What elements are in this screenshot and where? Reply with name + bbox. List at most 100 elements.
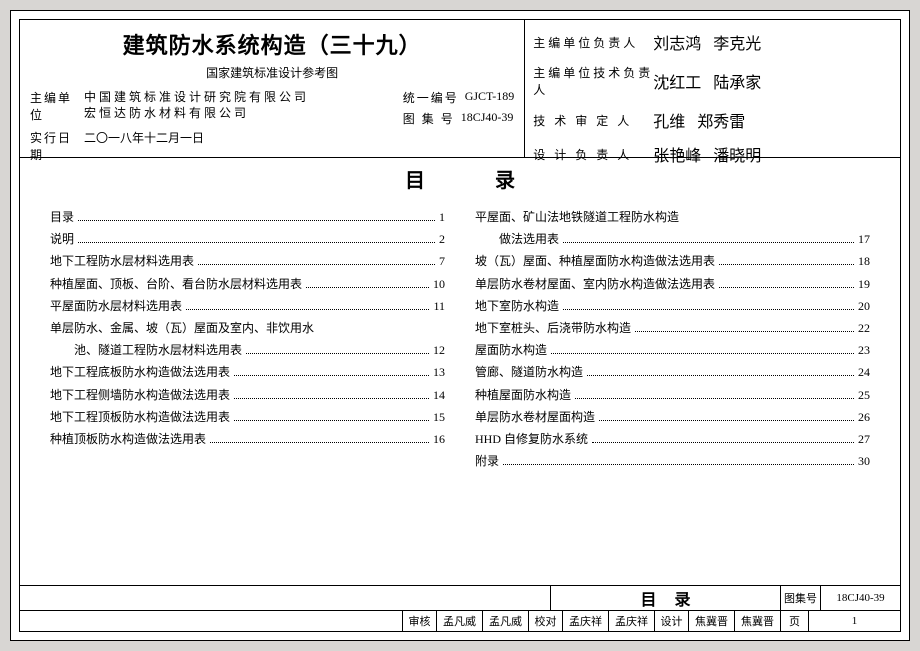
codes: 统一编号 GJCT-189 图 集 号 18CJ40-39 [403, 89, 515, 127]
toc-page: 15 [433, 406, 445, 428]
toc-entry: 单层防水、金属、坡（瓦）屋面及室内、非饮用水 [50, 317, 445, 339]
fb-value: 孟凡威 [436, 611, 482, 631]
toc-page: 27 [858, 428, 870, 450]
toc-leader [551, 353, 854, 354]
signature: 孔维 [653, 108, 685, 132]
footer-top: 目录 图集号 18CJ40-39 [20, 586, 900, 611]
toc-page: 23 [858, 339, 870, 361]
toc-entry: 地下工程顶板防水构造做法选用表15 [50, 406, 445, 428]
toc-page: 16 [433, 428, 445, 450]
toc-col-left: 目录1说明2地下工程防水层材料选用表7种植屋面、顶板、台阶、看台防水层材料选用表… [50, 166, 445, 581]
sign-row: 技 术 审 定 人 孔维 郑秀雷 [533, 108, 892, 132]
toc-leader [234, 375, 429, 376]
toc-leader [599, 420, 854, 421]
toc-page: 12 [433, 339, 445, 361]
code1-label: 统一编号 [403, 89, 459, 106]
toc-entry: 种植顶板防水构造做法选用表16 [50, 428, 445, 450]
toc-text: 平屋面、矿山法地铁隧道工程防水构造 [475, 206, 679, 228]
toc-text: 地下工程侧墙防水构造做法选用表 [50, 384, 230, 406]
toc-entry: 做法选用表17 [475, 228, 870, 250]
toc: 目录 目录1说明2地下工程防水层材料选用表7种植屋面、顶板、台阶、看台防水层材料… [20, 158, 900, 585]
footer-mulu: 目录 [550, 586, 780, 610]
org-label: 主编单位 [30, 89, 84, 123]
toc-text: 单层防水卷材屋面构造 [475, 406, 595, 428]
meta-row-orgs: 主编单位 中国建筑标准设计研究院有限公司 宏恒达防水材料有限公司 统一编号 GJ… [30, 89, 514, 127]
toc-page: 2 [439, 228, 445, 250]
toc-entry: 目录 1 [50, 206, 445, 228]
footer-spacer [20, 586, 550, 610]
toc-leader [635, 331, 854, 332]
toc-leader [306, 287, 429, 288]
toc-text: 池、隧道工程防水层材料选用表 [74, 339, 242, 361]
header-left: 建筑防水系统构造（三十九） 国家建筑标准设计参考图 主编单位 中国建筑标准设计研… [20, 20, 524, 157]
toc-page: 25 [858, 384, 870, 406]
toc-page: 19 [858, 273, 870, 295]
toc-leader [563, 242, 854, 243]
toc-leader [78, 242, 435, 243]
fb-label: 校对 [528, 611, 562, 631]
footer: 目录 图集号 18CJ40-39 审核 孟凡威 孟凡威 校对 孟庆祥 孟庆祥 设… [20, 585, 900, 631]
sign-label: 主编单位负责人 [533, 34, 653, 51]
toc-text: 地下工程防水层材料选用表 [50, 250, 194, 272]
toc-leader [575, 398, 854, 399]
toc-text: 平屋面防水层材料选用表 [50, 295, 182, 317]
fb-label: 审核 [402, 611, 436, 631]
doc-subtitle: 国家建筑标准设计参考图 [30, 64, 514, 81]
page: 建筑防水系统构造（三十九） 国家建筑标准设计参考图 主编单位 中国建筑标准设计研… [10, 10, 910, 641]
toc-leader [503, 464, 854, 465]
toc-leader [719, 287, 854, 288]
atlas-label: 图集号 [781, 586, 821, 610]
toc-page: 13 [433, 361, 445, 383]
toc-text: 地下室防水构造 [475, 295, 559, 317]
toc-leader [592, 442, 854, 443]
meta-rows: 主编单位 中国建筑标准设计研究院有限公司 宏恒达防水材料有限公司 统一编号 GJ… [30, 87, 514, 163]
toc-col-right: 平屋面、矿山法地铁隧道工程防水构造做法选用表17坡（瓦）屋面、种植屋面防水构造做… [475, 166, 870, 581]
toc-page: 14 [433, 384, 445, 406]
sign-label: 主编单位技术负责人 [533, 64, 653, 98]
toc-page: 24 [858, 361, 870, 383]
toc-leader [587, 375, 854, 376]
date-value: 二〇一八年十二月一日 [84, 129, 514, 146]
toc-text: 坡（瓦）屋面、种植屋面防水构造做法选用表 [475, 250, 715, 272]
toc-text: 屋面防水构造 [475, 339, 547, 361]
toc-entry: 坡（瓦）屋面、种植屋面防水构造做法选用表18 [475, 250, 870, 272]
toc-text: 目录 [50, 206, 74, 228]
footer-atlas: 图集号 18CJ40-39 [780, 586, 900, 610]
toc-leader [198, 264, 435, 265]
toc-leader [234, 398, 429, 399]
toc-entry: 种植屋面、顶板、台阶、看台防水层材料选用表 10 [50, 273, 445, 295]
toc-entry: 地下工程侧墙防水构造做法选用表 14 [50, 384, 445, 406]
toc-leader [719, 264, 854, 265]
org-2: 宏恒达防水材料有限公司 [84, 105, 393, 121]
fb-value: 焦冀晋 [688, 611, 734, 631]
org-1: 中国建筑标准设计研究院有限公司 [84, 89, 393, 105]
header: 建筑防水系统构造（三十九） 国家建筑标准设计参考图 主编单位 中国建筑标准设计研… [20, 20, 900, 158]
toc-text: 地下工程底板防水构造做法选用表 [50, 361, 230, 383]
toc-entry: 地下工程底板防水构造做法选用表 13 [50, 361, 445, 383]
toc-text: 种植屋面防水构造 [475, 384, 571, 406]
header-right-signatures: 主编单位负责人 刘志鸿 李克光 主编单位技术负责人 沈红工 陆承家 技 术 审 … [524, 20, 900, 157]
code1: 统一编号 GJCT-189 [403, 89, 515, 106]
fb-label: 设计 [654, 611, 688, 631]
toc-entry: 地下室防水构造 20 [475, 295, 870, 317]
signature: 李克光 [713, 30, 761, 54]
code2-value: 18CJ40-39 [461, 110, 514, 127]
toc-text: 管廊、隧道防水构造 [475, 361, 583, 383]
toc-page: 22 [858, 317, 870, 339]
code2-label: 图 集 号 [403, 110, 455, 127]
toc-text: 做法选用表 [499, 228, 559, 250]
toc-page: 1 [439, 206, 445, 228]
fb-sig: 焦冀晋 [734, 611, 780, 631]
toc-leader [234, 420, 429, 421]
toc-text: 种植屋面、顶板、台阶、看台防水层材料选用表 [50, 273, 302, 295]
toc-text: HHD 自修复防水系统 [475, 428, 588, 450]
org-values: 中国建筑标准设计研究院有限公司 宏恒达防水材料有限公司 [84, 89, 393, 121]
page-value: 1 [808, 611, 900, 631]
toc-text: 单层防水卷材屋面、室内防水构造做法选用表 [475, 273, 715, 295]
toc-page: 10 [433, 273, 445, 295]
footer-spacer [20, 611, 402, 631]
toc-leader [78, 220, 435, 221]
toc-entry: 池、隧道工程防水层材料选用表 12 [50, 339, 445, 361]
atlas-value: 18CJ40-39 [821, 592, 900, 604]
toc-page: 20 [858, 295, 870, 317]
